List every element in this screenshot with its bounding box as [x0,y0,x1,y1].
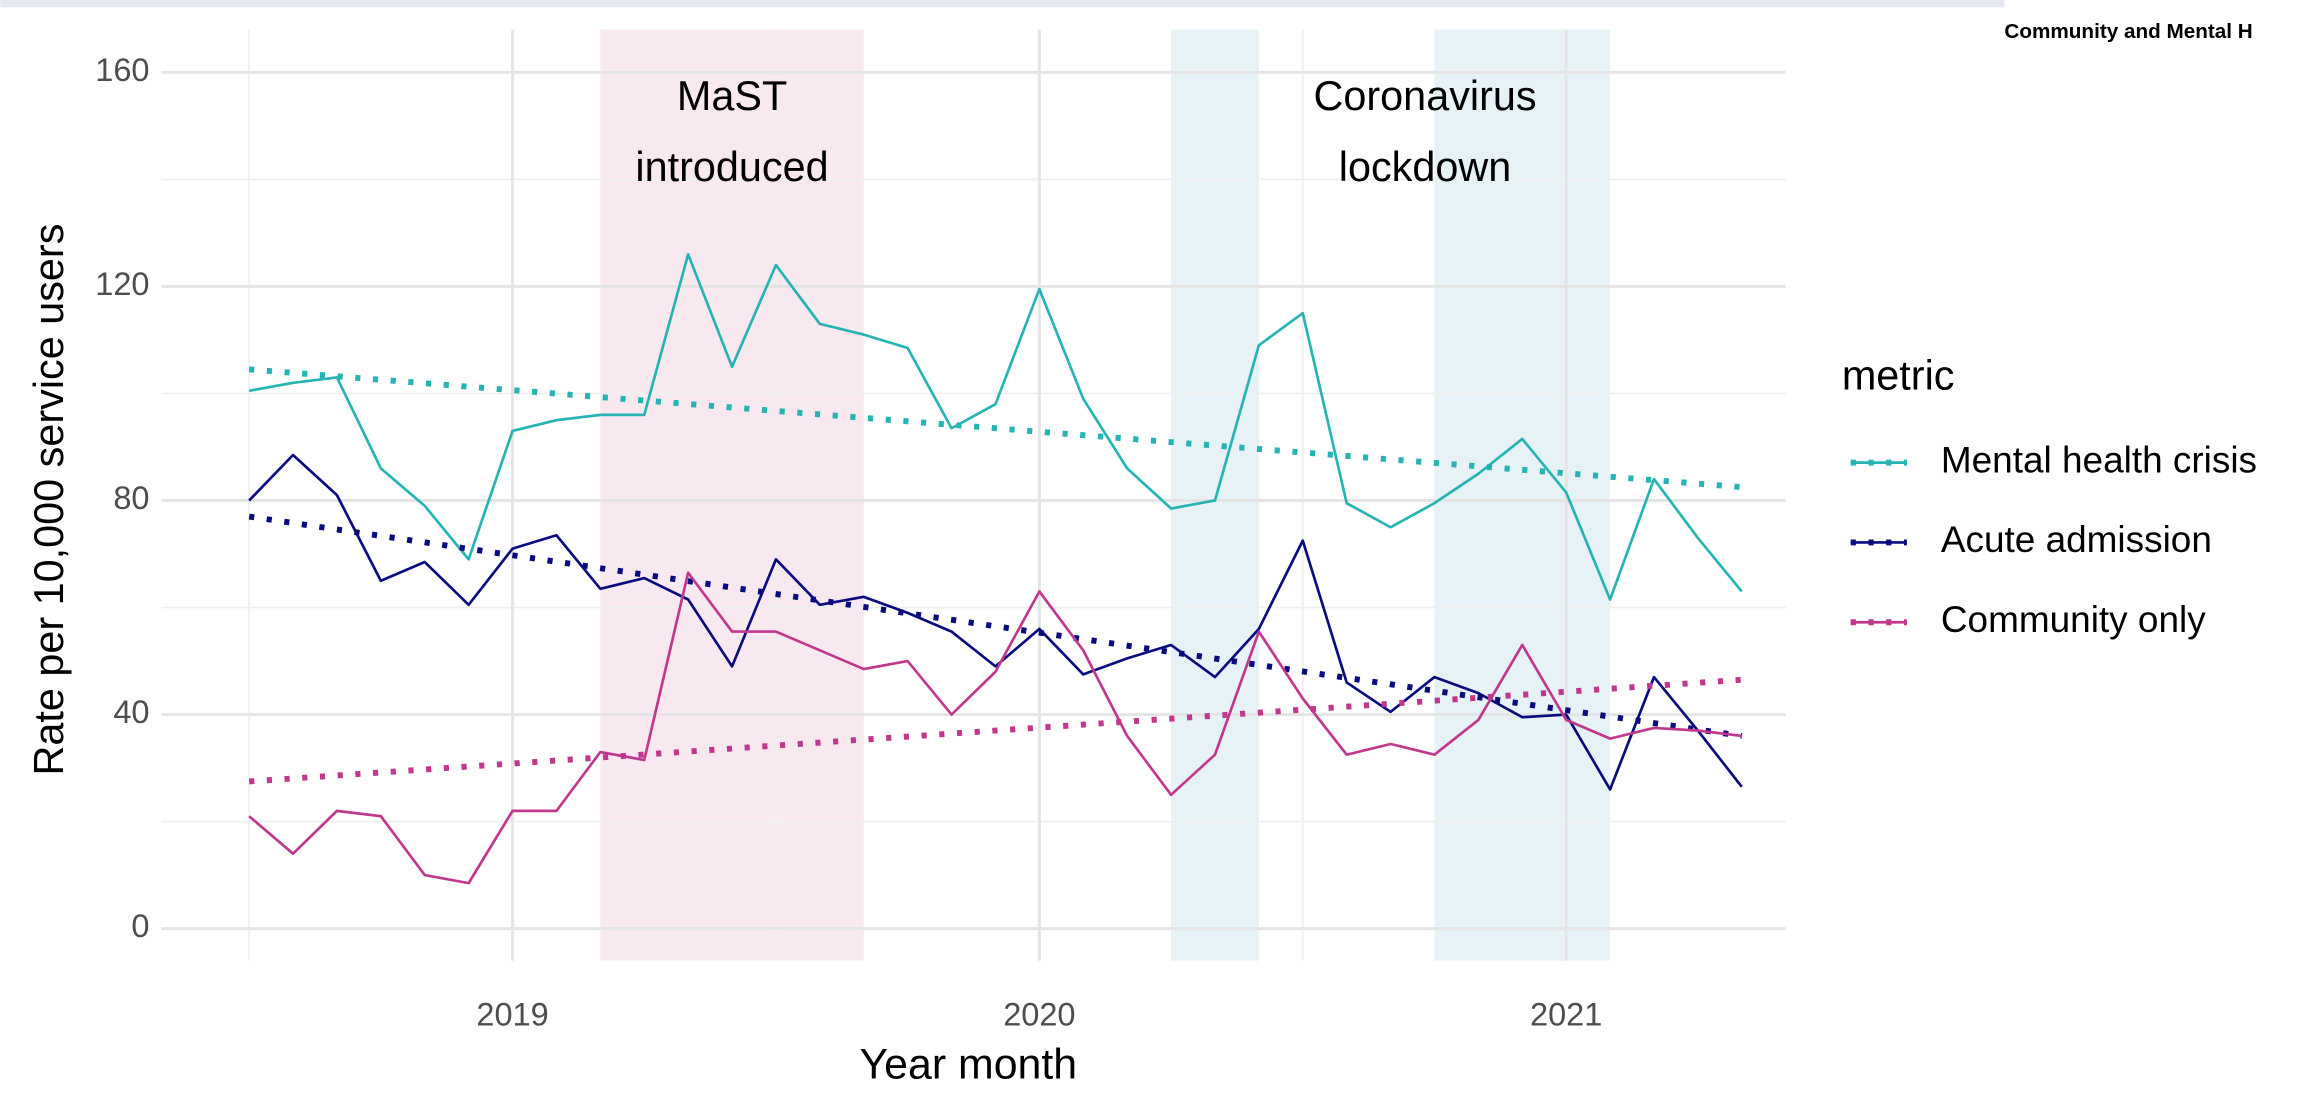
series-line [248,252,1743,601]
legend-title: metric [1842,352,1955,398]
shaded-region [600,29,864,961]
legend-entry: Mental health crisis [1850,439,2257,480]
legend-entry: Community only [1850,599,2206,640]
annotation: Coronavirus [1314,73,1537,119]
y-tick-label: 0 [131,908,149,944]
trend-line [248,366,1743,491]
x-tick-label: 2020 [1003,996,1075,1032]
plot-panel [161,29,1786,961]
y-tick-label: 120 [95,266,149,302]
annotation: lockdown [1339,144,1512,190]
y-axis-title: Rate per 10,000 service users [26,224,72,776]
x-tick-label: 2019 [476,996,548,1032]
legend-label: Acute admission [1941,519,2212,560]
trend-line [248,676,1742,785]
y-tick-label: 160 [95,52,149,88]
x-axis-title: Year month [860,1040,1078,1088]
top-bar [0,0,2005,8]
shaded-region [1171,29,1259,961]
y-tick-label: 40 [113,694,149,730]
legend-label: Community only [1941,599,2206,640]
y-tick-label: 80 [113,480,149,516]
legend-entry: Acute admission [1850,519,2212,560]
legend-label: Mental health crisis [1941,439,2257,480]
x-tick-label: 2021 [1530,996,1602,1032]
header-text: Community and Mental H [2004,20,2252,43]
series-line [248,453,1743,791]
annotation: introduced [635,144,828,190]
trend-line [248,513,1743,739]
series-line [248,571,1742,885]
shaded-region [1434,29,1611,961]
annotation: MaST [677,73,787,119]
